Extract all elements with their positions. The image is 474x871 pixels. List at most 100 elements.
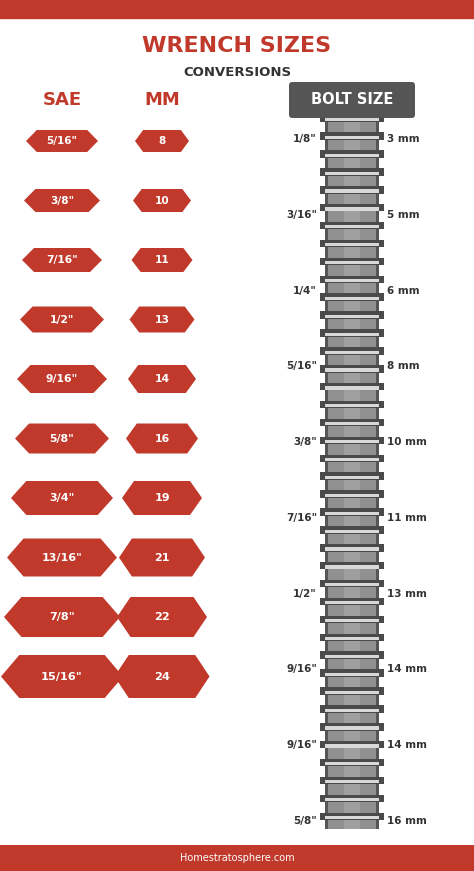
FancyBboxPatch shape — [325, 387, 379, 389]
Text: 16: 16 — [155, 434, 170, 443]
FancyBboxPatch shape — [325, 780, 379, 783]
FancyBboxPatch shape — [320, 472, 384, 480]
Text: MM: MM — [144, 91, 180, 109]
Text: BOLT SIZE: BOLT SIZE — [311, 92, 393, 107]
Text: 3/8": 3/8" — [293, 437, 317, 447]
FancyBboxPatch shape — [320, 794, 384, 802]
Text: 8 mm: 8 mm — [387, 361, 419, 371]
Polygon shape — [128, 365, 196, 393]
FancyBboxPatch shape — [325, 511, 379, 515]
Text: 14 mm: 14 mm — [387, 740, 427, 750]
Text: Homestratosphere.com: Homestratosphere.com — [180, 853, 294, 863]
Text: 19: 19 — [154, 493, 170, 503]
FancyBboxPatch shape — [325, 261, 379, 264]
FancyBboxPatch shape — [325, 113, 379, 829]
FancyBboxPatch shape — [320, 311, 384, 319]
Polygon shape — [119, 538, 205, 577]
Text: 13: 13 — [155, 314, 170, 325]
FancyBboxPatch shape — [320, 687, 384, 695]
Text: 1/2": 1/2" — [293, 589, 317, 598]
FancyBboxPatch shape — [325, 476, 379, 479]
FancyBboxPatch shape — [320, 383, 384, 390]
FancyBboxPatch shape — [320, 329, 384, 337]
FancyBboxPatch shape — [325, 458, 379, 461]
FancyBboxPatch shape — [0, 0, 474, 18]
Text: SAE: SAE — [43, 91, 82, 109]
FancyBboxPatch shape — [325, 816, 379, 819]
FancyBboxPatch shape — [325, 207, 379, 211]
FancyBboxPatch shape — [320, 204, 384, 212]
FancyBboxPatch shape — [320, 168, 384, 176]
Text: 7/16": 7/16" — [46, 255, 78, 265]
FancyBboxPatch shape — [320, 633, 384, 641]
Polygon shape — [7, 538, 117, 577]
FancyBboxPatch shape — [320, 598, 384, 605]
FancyBboxPatch shape — [320, 401, 384, 408]
FancyBboxPatch shape — [325, 279, 379, 282]
FancyBboxPatch shape — [325, 113, 328, 829]
Text: 9/16": 9/16" — [286, 740, 317, 750]
FancyBboxPatch shape — [325, 189, 379, 192]
Text: CONVERSIONS: CONVERSIONS — [183, 65, 291, 78]
FancyBboxPatch shape — [320, 759, 384, 766]
Polygon shape — [22, 248, 102, 272]
FancyBboxPatch shape — [325, 440, 379, 443]
FancyBboxPatch shape — [325, 584, 379, 586]
FancyBboxPatch shape — [320, 150, 384, 158]
FancyBboxPatch shape — [325, 601, 379, 604]
FancyBboxPatch shape — [325, 118, 379, 121]
FancyBboxPatch shape — [320, 455, 384, 462]
Text: 3/8": 3/8" — [50, 195, 74, 206]
Text: 9/16": 9/16" — [46, 374, 78, 384]
Polygon shape — [129, 307, 194, 333]
FancyBboxPatch shape — [325, 762, 379, 766]
Polygon shape — [131, 248, 192, 272]
FancyBboxPatch shape — [0, 845, 474, 871]
FancyBboxPatch shape — [325, 565, 379, 569]
FancyBboxPatch shape — [289, 82, 415, 118]
FancyBboxPatch shape — [320, 616, 384, 623]
Text: 13/16": 13/16" — [42, 552, 82, 563]
Text: 7/8": 7/8" — [49, 612, 75, 622]
Text: 8: 8 — [158, 136, 165, 146]
Polygon shape — [26, 130, 98, 152]
FancyBboxPatch shape — [325, 672, 379, 676]
Polygon shape — [122, 481, 202, 515]
FancyBboxPatch shape — [320, 294, 384, 301]
Polygon shape — [24, 189, 100, 212]
Text: 13 mm: 13 mm — [387, 589, 427, 598]
Text: 10 mm: 10 mm — [387, 437, 427, 447]
FancyBboxPatch shape — [325, 333, 379, 336]
Polygon shape — [20, 307, 104, 333]
FancyBboxPatch shape — [325, 422, 379, 425]
FancyBboxPatch shape — [325, 494, 379, 497]
FancyBboxPatch shape — [325, 619, 379, 622]
Text: 5/16": 5/16" — [46, 136, 78, 146]
Text: 24: 24 — [154, 672, 170, 681]
Text: 21: 21 — [154, 552, 170, 563]
FancyBboxPatch shape — [320, 723, 384, 731]
FancyBboxPatch shape — [320, 562, 384, 570]
Text: 7/16": 7/16" — [286, 513, 317, 523]
Text: 14: 14 — [155, 374, 170, 384]
Text: 6 mm: 6 mm — [387, 286, 419, 295]
FancyBboxPatch shape — [325, 637, 379, 640]
Text: 3 mm: 3 mm — [387, 134, 419, 144]
FancyBboxPatch shape — [376, 113, 379, 829]
FancyBboxPatch shape — [320, 114, 384, 122]
Text: 5/8": 5/8" — [293, 816, 317, 826]
Text: 1/8": 1/8" — [293, 134, 317, 144]
FancyBboxPatch shape — [320, 258, 384, 265]
FancyBboxPatch shape — [325, 153, 379, 157]
FancyBboxPatch shape — [325, 136, 379, 139]
FancyBboxPatch shape — [320, 186, 384, 193]
Text: 16 mm: 16 mm — [387, 816, 427, 826]
Polygon shape — [115, 655, 210, 698]
Text: 5/8": 5/8" — [50, 434, 74, 443]
FancyBboxPatch shape — [320, 526, 384, 534]
FancyBboxPatch shape — [320, 652, 384, 659]
FancyBboxPatch shape — [325, 368, 379, 372]
Text: 3/16": 3/16" — [286, 210, 317, 219]
FancyBboxPatch shape — [320, 132, 384, 140]
Text: 11: 11 — [155, 255, 169, 265]
